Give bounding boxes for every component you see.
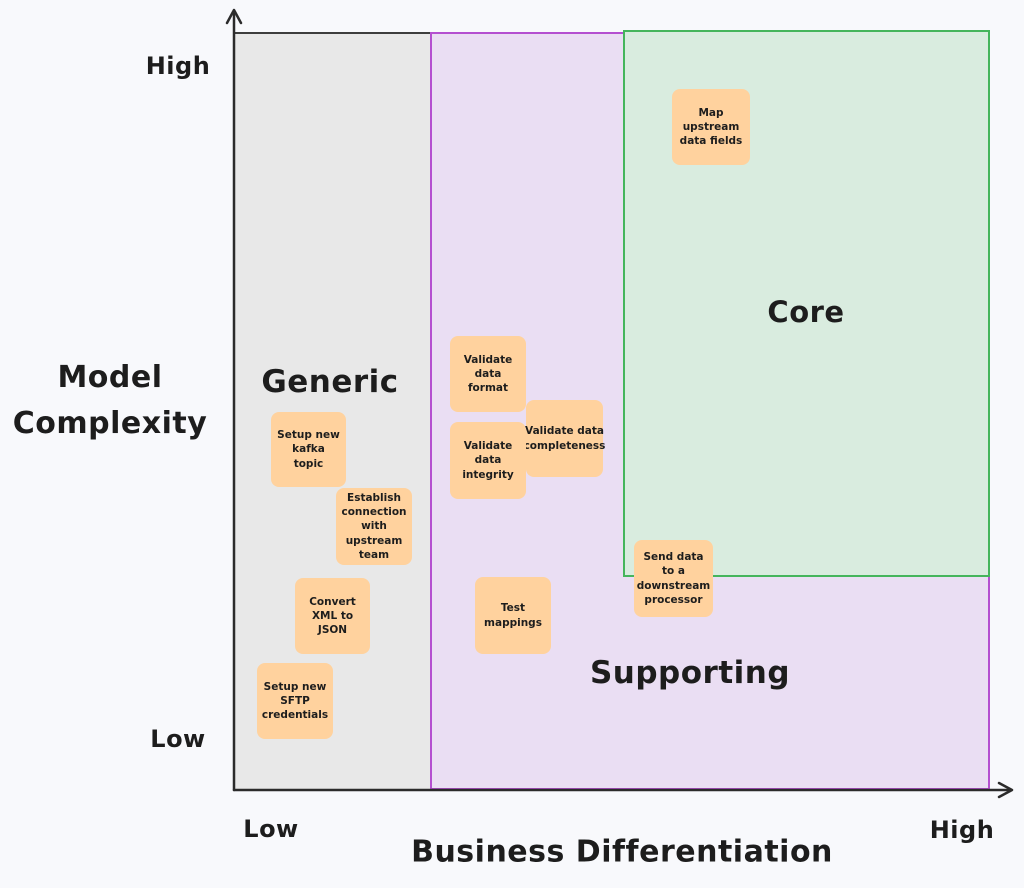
sticky-note[interactable]: Validate data integrity [450,422,526,499]
region-label-generic: Generic [261,364,399,400]
sticky-note-label: Validate data format [463,353,513,395]
sticky-note[interactable]: Validate data completeness [523,400,606,477]
sticky-note-label: Map upstream data fields [679,106,743,148]
sticky-note[interactable]: Setup new SFTP credentials [257,663,333,739]
sticky-note-label: Send data to a downstream processor [636,551,711,606]
sticky-note-label: Setup new SFTP credentials [261,680,329,722]
sticky-note-label: Establish connection with upstream team [341,492,407,561]
y-axis-title: Model Complexity [13,355,208,447]
x-axis-low-label: Low [243,815,299,843]
sticky-note[interactable]: Setup new kafka topic [271,412,346,487]
sticky-note[interactable]: Convert XML to JSON [295,578,370,654]
sticky-note[interactable]: Establish connection with upstream team [336,488,412,565]
sticky-note-label: Setup new kafka topic [277,429,340,470]
sticky-note-label: Validate data integrity [462,440,514,481]
sticky-note-label: Test mappings [484,602,542,629]
y-axis-high-label: High [145,52,211,80]
region-label-core: Core [767,295,845,329]
sticky-note[interactable]: Send data to a downstream processor [634,540,713,617]
x-axis-high-label: High [929,816,995,844]
sticky-note[interactable]: Map upstream data fields [672,89,750,165]
x-axis-title: Business Differentiation [411,834,833,870]
sticky-note[interactable]: Validate data format [450,336,526,412]
sticky-note-label: Convert XML to JSON [309,595,356,637]
sticky-note[interactable]: Test mappings [475,577,551,654]
y-axis-title-line1: Model [57,360,163,395]
sticky-note-label: Validate data completeness [523,425,606,452]
y-axis-title-line2: Complexity [12,406,208,441]
region-label-supporting: Supporting [589,655,791,691]
y-axis-low-label: Low [150,725,206,753]
